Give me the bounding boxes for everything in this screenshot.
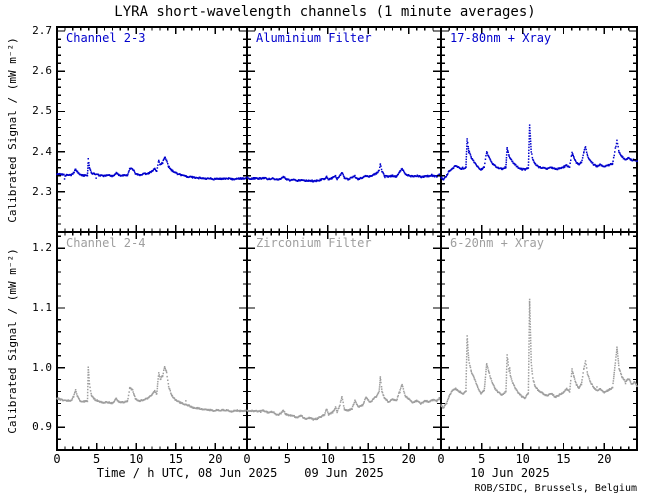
panel-border (56, 231, 248, 451)
x-tick-label: 20 (401, 452, 416, 466)
data-series-channel-2-3 (56, 156, 248, 181)
x-tick-label: 20 (597, 452, 612, 466)
panel-label-17-80nm-xray: 17-80nm + Xray (450, 31, 552, 45)
y-tick-label: 2.4 (32, 144, 52, 158)
panel-label-channel-2-3: Channel 2-3 (66, 31, 146, 45)
x-tick-label: 10 (128, 452, 144, 466)
panel-border (246, 231, 442, 451)
data-series-6-20nm-xray (440, 298, 638, 409)
credit-text: ROB/SIDC, Brussels, Belgium (474, 483, 637, 494)
y-tick-label: 2.6 (32, 64, 52, 78)
panel-label-channel-2-4: Channel 2-4 (66, 236, 146, 250)
x-tick-label: 20 (208, 452, 223, 466)
panel-label-aluminium-filter: Aluminium Filter (256, 31, 372, 45)
panel-border (440, 231, 638, 451)
x-axis-day-label-10-jun: 10 Jun 2025 (470, 466, 550, 480)
y-tick-label: 2.3 (32, 184, 52, 198)
axis-ticks (57, 27, 637, 450)
x-tick-label: 5 (92, 452, 101, 466)
x-tick-label: 15 (361, 452, 376, 466)
panel-border (56, 26, 248, 233)
x-axis-day-label-08-jun: Time / h UTC, 08 Jun 2025 (96, 466, 278, 480)
x-tick-label: 0 (437, 452, 445, 466)
y-axis-label-bottom-row: Calibrated Signal / (mW m⁻²) (6, 248, 19, 434)
x-tick-label: 10 (515, 452, 530, 466)
panel-border (246, 26, 442, 233)
x-tick-label: 0 (53, 452, 61, 466)
x-tick-label: 5 (283, 452, 291, 466)
panel-label-zirconium-filter: Zirconium Filter (256, 236, 372, 250)
data-series-17-80nm-xray (440, 124, 638, 181)
x-tick-label: 0 (243, 452, 251, 466)
chart-title: LYRA short-wavelength channels (1 minute… (114, 4, 536, 20)
x-tick-label: 10 (320, 452, 336, 466)
panel-border (440, 26, 638, 233)
y-tick-label: 1.0 (32, 360, 52, 374)
data-series-aluminium-filter (246, 163, 442, 183)
x-tick-label: 15 (168, 452, 184, 466)
y-tick-label: 2.5 (32, 104, 52, 118)
y-tick-label: 0.9 (32, 420, 52, 434)
panel-label-6-20nm-xray: 6-20nm + Xray (450, 236, 544, 250)
data-series-channel-2-4 (56, 366, 248, 413)
x-tick-label: 15 (556, 452, 571, 466)
data-series-zirconium-filter (246, 376, 442, 421)
y-tick-label: 2.7 (32, 24, 52, 37)
y-tick-label: 1.1 (32, 300, 52, 314)
y-tick-label: 1.2 (32, 241, 52, 255)
x-axis-day-label-09-jun: 09 Jun 2025 (304, 466, 384, 480)
x-tick-label: 5 (478, 452, 486, 466)
